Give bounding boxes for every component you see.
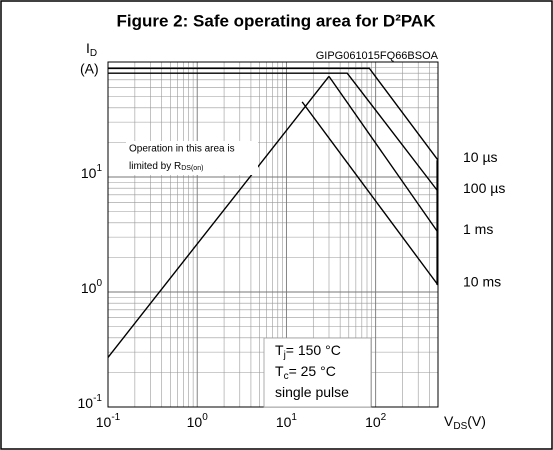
tick-exponent: -1: [111, 412, 120, 423]
series-label: 10 µs: [463, 149, 498, 165]
condition-sub: c: [284, 371, 289, 382]
soa-line: [301, 101, 439, 286]
rds-limit-line: [107, 75, 330, 358]
soa-line: [328, 75, 439, 233]
tick-exponent: 0: [96, 278, 102, 289]
label-main: I: [86, 40, 90, 56]
condition-sub: j: [283, 350, 286, 361]
condition: Tj= 150 °C: [275, 342, 341, 361]
annotation-main: limited by R: [129, 161, 181, 172]
tick-base: 10: [78, 395, 94, 411]
y-axis-unit: (A): [80, 61, 99, 77]
series-label: 1 ms: [463, 221, 493, 237]
tick-label: 10-1: [96, 412, 121, 430]
code-label: GIPG061015FQ66BSOA: [316, 50, 439, 62]
annotation-sub: DS(on): [181, 165, 203, 172]
tick-exponent: -1: [93, 393, 102, 404]
tick-exponent: 1: [291, 412, 297, 423]
label-sub: D: [90, 48, 97, 59]
condition-main: T: [275, 342, 284, 358]
label-sub: DS: [453, 421, 467, 432]
tick-label: 101: [276, 412, 298, 430]
tick-base: 10: [276, 414, 292, 430]
chart-title: Figure 2: Safe operating area for D²PAK: [117, 11, 437, 30]
x-axis-label: VDS(V): [444, 413, 486, 432]
tick-base: 10: [96, 414, 112, 430]
condition-main: single pulse: [275, 384, 349, 400]
tick-base: 10: [187, 414, 203, 430]
condition: Tc= 25 °C: [275, 363, 336, 382]
tick-exponent: 1: [96, 163, 102, 174]
tick-label: 100: [81, 278, 103, 296]
tick-exponent: 2: [381, 412, 387, 423]
label-main: V: [444, 413, 454, 429]
y-axis-label: ID: [86, 40, 97, 59]
tick-base: 10: [365, 414, 381, 430]
condition-rest: = 25 °C: [289, 363, 336, 379]
annotation: Operation in this area is: [129, 144, 235, 155]
annotation: limited by RDS(on): [129, 161, 203, 172]
tick-label: 102: [365, 412, 387, 430]
conditions-box: [263, 337, 372, 408]
label-unit: (V): [467, 413, 486, 429]
series-label: 10 ms: [463, 274, 501, 290]
tick-label: 10-1: [78, 393, 103, 411]
condition: single pulse: [275, 384, 349, 400]
soa-line: [108, 67, 439, 161]
series-label: 100 µs: [463, 180, 505, 196]
tick-label: 101: [81, 163, 103, 181]
tick-exponent: 0: [202, 412, 208, 423]
condition-rest: = 150 °C: [286, 342, 341, 358]
tick-base: 10: [81, 165, 97, 181]
condition-main: T: [275, 363, 284, 379]
tick-label: 100: [187, 412, 209, 430]
soa-line: [108, 72, 439, 192]
tick-base: 10: [81, 280, 97, 296]
annotation-bg: [126, 141, 258, 175]
